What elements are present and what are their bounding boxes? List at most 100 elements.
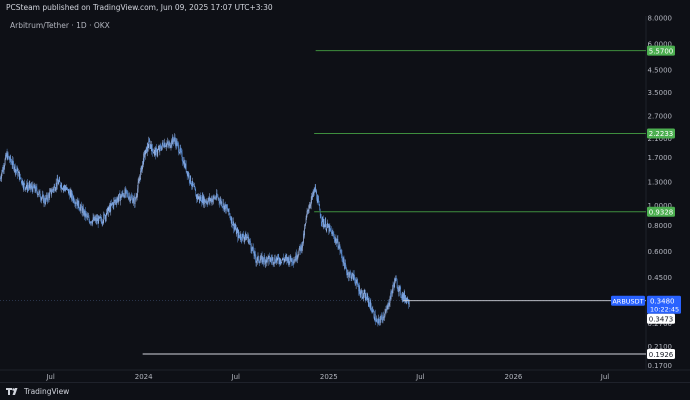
candle [294, 256, 296, 264]
price-tick-label: 0.1700 [648, 362, 673, 370]
candle [314, 187, 315, 196]
candle [255, 254, 257, 267]
candle [240, 231, 242, 243]
candle [341, 248, 342, 259]
candle [375, 309, 376, 326]
candle [299, 244, 301, 250]
candle [53, 183, 55, 188]
candle [74, 198, 76, 207]
candle [194, 188, 196, 191]
candle [278, 254, 280, 265]
candle [39, 189, 41, 198]
candle [216, 189, 218, 198]
svg-text:0.9328: 0.9328 [649, 208, 674, 216]
candle [303, 230, 304, 246]
time-tick-label: Jul [231, 373, 241, 381]
candle [140, 165, 142, 176]
candle [336, 237, 337, 247]
candle [153, 149, 155, 157]
candle [252, 246, 254, 252]
candle [71, 189, 72, 200]
candle [298, 254, 299, 258]
candle [196, 194, 198, 204]
candle [160, 144, 161, 149]
candle [316, 194, 318, 205]
candle [325, 228, 327, 232]
candle [333, 230, 334, 240]
level-label-2: 0.9328 [647, 206, 675, 217]
candle [369, 302, 371, 309]
candle [88, 215, 90, 223]
candle [259, 256, 261, 264]
candle [319, 204, 321, 211]
candle [36, 185, 37, 190]
candle [151, 143, 153, 152]
candle [162, 140, 163, 150]
candle [155, 145, 157, 156]
candle [276, 257, 278, 264]
candle [350, 270, 351, 278]
candle [373, 309, 375, 319]
candle [79, 206, 80, 212]
candle [41, 196, 42, 204]
candle [198, 193, 200, 200]
candle [82, 203, 84, 210]
candle [170, 144, 172, 151]
candle [360, 288, 362, 294]
candle [5, 152, 6, 161]
candle [218, 197, 219, 201]
candle [378, 314, 379, 325]
time-tick-label: 2025 [320, 373, 338, 381]
candle [397, 286, 398, 292]
candle [33, 185, 35, 189]
candle [270, 254, 272, 264]
candle [399, 285, 400, 292]
candle [392, 285, 393, 297]
candle [272, 256, 273, 261]
candle [26, 180, 28, 189]
candle [231, 217, 233, 229]
candle [299, 246, 300, 252]
candle [207, 197, 209, 206]
candle [390, 292, 391, 300]
candle [135, 192, 137, 202]
candle [322, 217, 324, 223]
candle [211, 195, 212, 204]
candle [131, 192, 132, 198]
candle [109, 202, 111, 213]
candle [317, 194, 319, 203]
candle [331, 226, 332, 234]
candle [73, 195, 74, 203]
candle [233, 223, 235, 231]
candle [221, 198, 223, 209]
candle [398, 285, 400, 297]
candle [288, 255, 290, 266]
candle [62, 187, 64, 190]
candle [257, 256, 258, 265]
candle [7, 151, 8, 161]
candle [119, 190, 121, 202]
candle [201, 200, 203, 207]
candle [282, 257, 284, 260]
candle [253, 243, 254, 254]
candle [366, 292, 368, 303]
candle [25, 187, 27, 192]
candle [286, 253, 287, 261]
candle [94, 216, 96, 222]
candle [142, 161, 143, 170]
candle [297, 254, 298, 264]
candle [188, 171, 189, 180]
candle [350, 272, 352, 282]
candle [139, 174, 140, 184]
candle [225, 204, 227, 214]
candle [50, 188, 51, 192]
candle [84, 209, 85, 220]
candle [353, 270, 355, 281]
candle [187, 171, 188, 177]
horizontal-lines-group[interactable] [142, 50, 646, 355]
candle [169, 140, 170, 147]
chart-title: Arbitrum/Tether · 1D · OKX [10, 21, 110, 30]
candle [61, 182, 63, 190]
candle [292, 257, 293, 266]
